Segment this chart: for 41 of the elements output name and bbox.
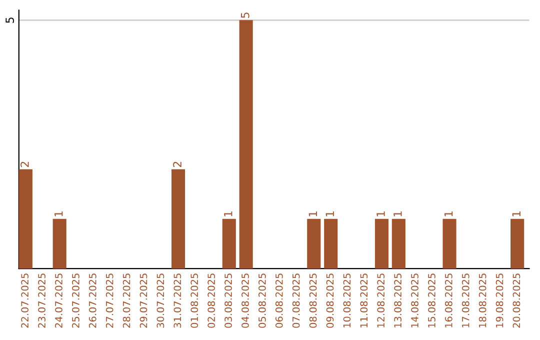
x-tick-label: 11.08.2025 [360, 274, 368, 328]
x-tick-label: 19.08.2025 [496, 274, 504, 328]
x-tick-label: 07.08.2025 [292, 274, 300, 328]
x-tick-label: 26.07.2025 [88, 274, 96, 328]
x-tick-label: 28.07.2025 [122, 274, 130, 328]
data-label: 1 [444, 211, 453, 216]
x-tick-label: 31.07.2025 [174, 274, 182, 328]
x-tick-label: 08.08.2025 [309, 274, 317, 328]
data-label: 1 [326, 211, 334, 216]
x-tick-label: 23.07.2025 [38, 274, 46, 328]
data-label: 1 [376, 211, 385, 216]
x-tick-label: 30.07.2025 [156, 274, 164, 328]
x-tick-label: 16.08.2025 [444, 274, 452, 328]
x-tick-label: 05.08.2025 [258, 274, 266, 328]
x-tick-label: 24.07.2025 [55, 274, 62, 328]
x-tick-label: 12.08.2025 [377, 274, 385, 328]
x-tick-label: 29.07.2025 [140, 274, 148, 328]
data-label: 1 [224, 211, 232, 216]
x-tick-label: 17.08.2025 [462, 274, 470, 328]
x-tick-label: 18.08.2025 [478, 274, 486, 328]
data-label: 1 [512, 211, 520, 216]
x-tick-label: 14.08.2025 [411, 274, 418, 328]
x-tick-label: 09.08.2025 [326, 274, 334, 328]
x-tick-label: 10.08.2025 [343, 274, 351, 328]
data-label: 1 [308, 211, 317, 216]
x-tick-label: 20.08.2025 [512, 274, 520, 328]
x-tick-label: 25.07.2025 [72, 274, 80, 328]
data-label: 1 [394, 211, 402, 216]
x-tick-label: 06.08.2025 [275, 274, 283, 328]
x-tick-label: 27.07.2025 [106, 274, 114, 328]
x-tick-label: 22.07.2025 [21, 274, 28, 328]
x-tick-label: 02.08.2025 [208, 274, 215, 328]
x-tick-label: 13.08.2025 [394, 274, 402, 328]
x-tick-label: 03.08.2025 [224, 274, 232, 328]
data-label: 2 [20, 162, 29, 168]
x-tick-label: 01.08.2025 [190, 274, 198, 328]
data-label: 2 [173, 162, 182, 168]
x-tick-label: 15.08.2025 [428, 274, 436, 328]
data-label: 1 [54, 211, 63, 216]
x-tick-label: 04.08.2025 [242, 274, 249, 328]
data-label: 5 [241, 12, 250, 18]
